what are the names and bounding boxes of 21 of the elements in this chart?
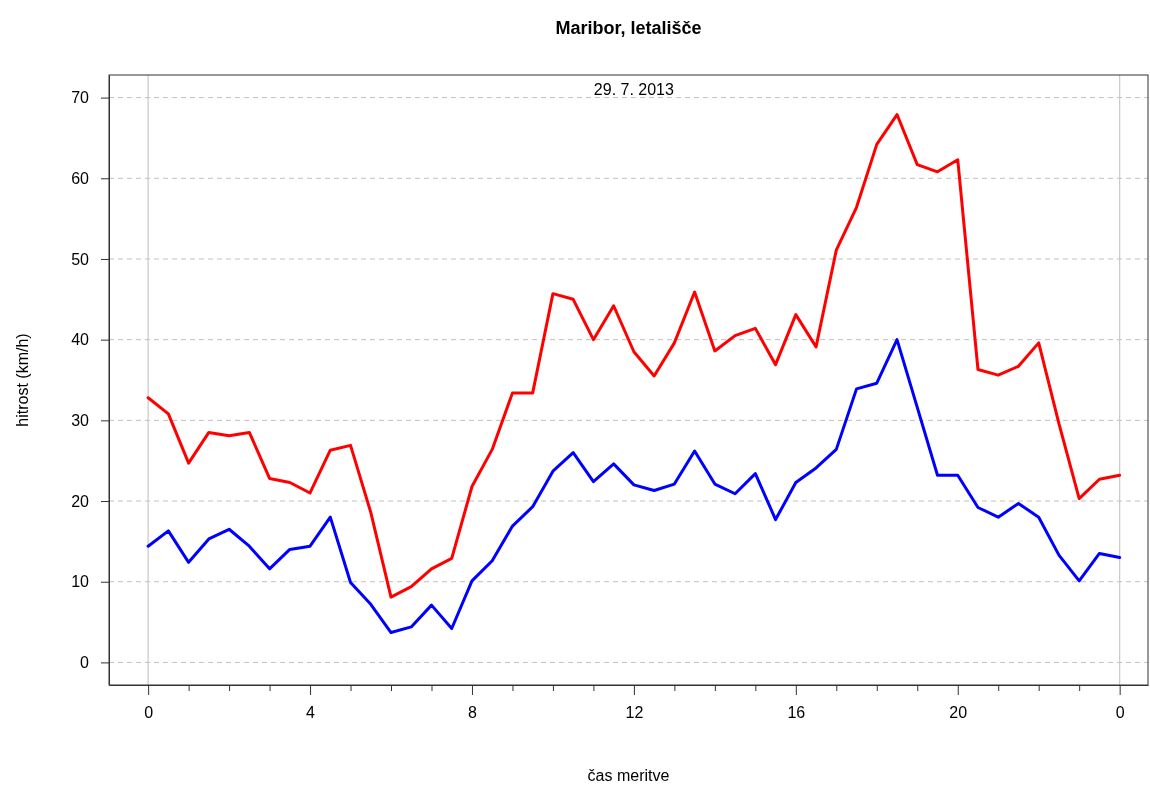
y-tick-label: 70 [71,89,90,107]
x-tick-label: 16 [787,704,806,722]
line-series [146,338,1122,635]
y-tick-label: 40 [71,331,90,349]
x-tick-label: 12 [625,704,644,722]
x-tick-label: 4 [306,704,316,722]
x-tick-label: 0 [144,704,154,722]
y-tick-label: 10 [71,573,90,591]
annotation: 29. 7. 2013 [593,81,675,98]
y-tick-label: 30 [71,411,90,429]
chart-title: Maribor, letališče [555,18,702,38]
y-axis-title: hitrost (km/h) [14,333,31,427]
y-tick-label: 20 [71,492,90,510]
y-tick-label: 0 [80,654,90,672]
x-tick-label: 8 [468,704,478,722]
x-tick-label: 0 [1115,704,1125,722]
line-series [146,113,1122,599]
x-axis-title: čas meritve [587,767,670,784]
x-tick-label: 20 [949,704,968,722]
y-tick-label: 60 [71,169,90,187]
y-tick-label: 50 [71,250,90,268]
